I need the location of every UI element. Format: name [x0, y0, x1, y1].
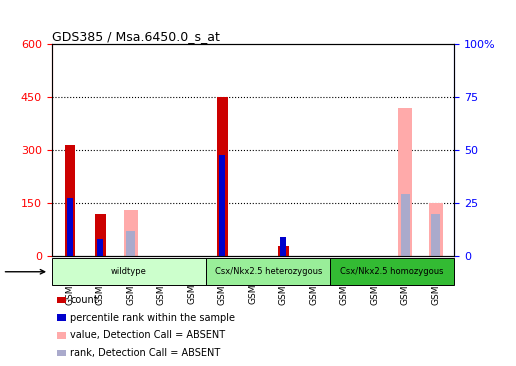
Bar — [398, 108, 412, 256]
Bar — [67, 198, 73, 256]
Bar — [219, 156, 225, 256]
Bar — [126, 231, 135, 256]
Bar — [217, 97, 228, 256]
Bar — [431, 214, 440, 256]
Bar — [429, 203, 443, 256]
Text: percentile rank within the sample: percentile rank within the sample — [70, 313, 235, 323]
Text: Csx/Nkx2.5 heterozygous: Csx/Nkx2.5 heterozygous — [215, 267, 322, 276]
Bar — [124, 210, 138, 256]
Bar — [280, 237, 286, 256]
Bar — [401, 194, 410, 256]
Text: GDS385 / Msa.6450.0_s_at: GDS385 / Msa.6450.0_s_at — [52, 30, 219, 43]
Bar — [278, 246, 288, 256]
Bar — [95, 214, 106, 256]
Text: rank, Detection Call = ABSENT: rank, Detection Call = ABSENT — [70, 348, 220, 358]
Bar — [98, 239, 103, 256]
Text: Csx/Nkx2.5 homozygous: Csx/Nkx2.5 homozygous — [341, 267, 444, 276]
Text: wildtype: wildtype — [111, 267, 147, 276]
Bar — [64, 145, 75, 256]
Text: count: count — [70, 295, 98, 305]
Text: value, Detection Call = ABSENT: value, Detection Call = ABSENT — [70, 330, 225, 340]
